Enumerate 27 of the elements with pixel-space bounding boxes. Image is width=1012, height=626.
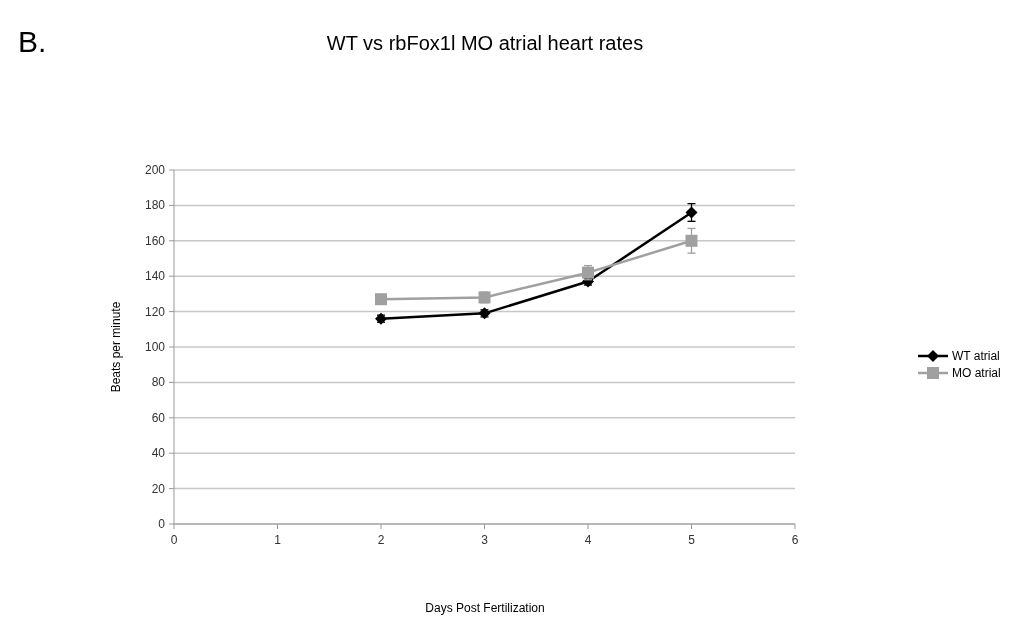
point — [685, 206, 698, 219]
point — [375, 293, 387, 306]
y-tick-label: 140 — [144, 269, 166, 284]
y-tick-label: 120 — [144, 304, 166, 319]
x-tick-label: 5 — [688, 533, 696, 547]
text: B. — [18, 25, 47, 58]
y-axis-title: Beats per minute — [109, 301, 123, 393]
legend-label: MO atrial — [952, 366, 1001, 380]
y-tick-label: 40 — [151, 446, 166, 461]
chart-title: WT vs rbFox1l MO atrial heart rates — [326, 32, 644, 54]
legend-label: WT atrial — [952, 349, 1000, 363]
y-tick-label: 200 — [144, 163, 166, 177]
y-tick-label: 80 — [151, 375, 166, 390]
y-tick-label: 180 — [144, 198, 166, 213]
x-axis-title: Days Post Fertilization — [425, 601, 545, 615]
y-tick-label: 160 — [144, 233, 166, 248]
y-tick-label: 0 — [158, 517, 166, 531]
y-tick-label: 20 — [151, 481, 166, 496]
x-tick-label: 2 — [377, 533, 385, 547]
x-tick-label: 1 — [274, 533, 282, 547]
y-tick-label: 60 — [151, 410, 166, 425]
point — [685, 234, 698, 247]
x-tick-label: 3 — [481, 533, 489, 547]
y-tick-label: 100 — [144, 340, 166, 354]
x-tick-label: 0 — [170, 533, 178, 547]
x-tick-label: 4 — [584, 533, 592, 547]
x-tick-label: 6 — [791, 533, 799, 547]
